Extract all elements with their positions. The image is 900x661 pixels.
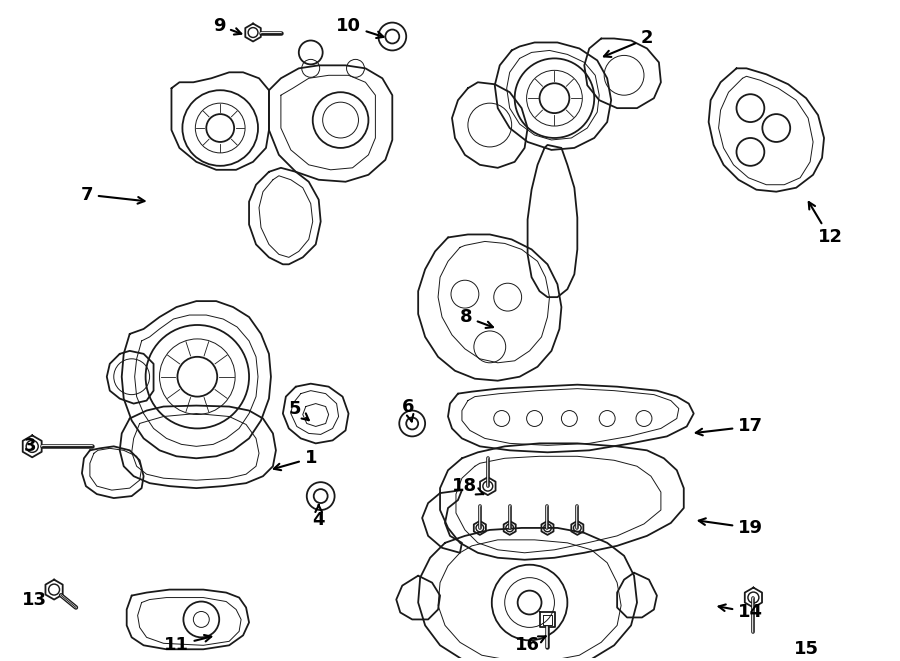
Polygon shape	[127, 590, 249, 649]
Text: 7: 7	[81, 186, 145, 204]
Polygon shape	[122, 301, 271, 458]
Text: 3: 3	[24, 438, 37, 455]
Text: 17: 17	[696, 418, 763, 436]
Polygon shape	[617, 572, 657, 617]
Text: 9: 9	[213, 17, 241, 34]
Polygon shape	[249, 168, 320, 264]
Polygon shape	[708, 68, 824, 192]
Text: 6: 6	[402, 397, 415, 422]
Polygon shape	[418, 528, 637, 661]
Text: 2: 2	[604, 30, 653, 57]
Polygon shape	[440, 444, 684, 560]
Polygon shape	[172, 72, 269, 170]
Text: 18: 18	[453, 477, 483, 495]
Text: 8: 8	[460, 308, 493, 328]
Polygon shape	[422, 490, 462, 553]
Polygon shape	[82, 446, 144, 498]
Text: 4: 4	[312, 505, 325, 529]
Text: 10: 10	[336, 17, 383, 38]
Polygon shape	[396, 576, 440, 619]
Polygon shape	[107, 351, 154, 404]
Text: 13: 13	[22, 590, 47, 609]
Polygon shape	[539, 613, 555, 627]
Polygon shape	[495, 42, 611, 150]
Text: 5: 5	[289, 399, 309, 420]
Text: 1: 1	[274, 449, 317, 470]
Polygon shape	[269, 65, 392, 182]
Polygon shape	[448, 385, 694, 452]
Polygon shape	[120, 406, 276, 488]
Polygon shape	[584, 38, 661, 108]
Polygon shape	[452, 82, 527, 168]
Text: 12: 12	[809, 202, 842, 247]
Polygon shape	[527, 145, 577, 297]
Polygon shape	[283, 383, 348, 444]
Text: 16: 16	[515, 636, 546, 654]
Text: 15: 15	[794, 641, 819, 658]
Text: 11: 11	[164, 635, 211, 654]
Text: 19: 19	[698, 518, 763, 537]
Text: 14: 14	[718, 603, 763, 621]
Polygon shape	[418, 235, 562, 381]
